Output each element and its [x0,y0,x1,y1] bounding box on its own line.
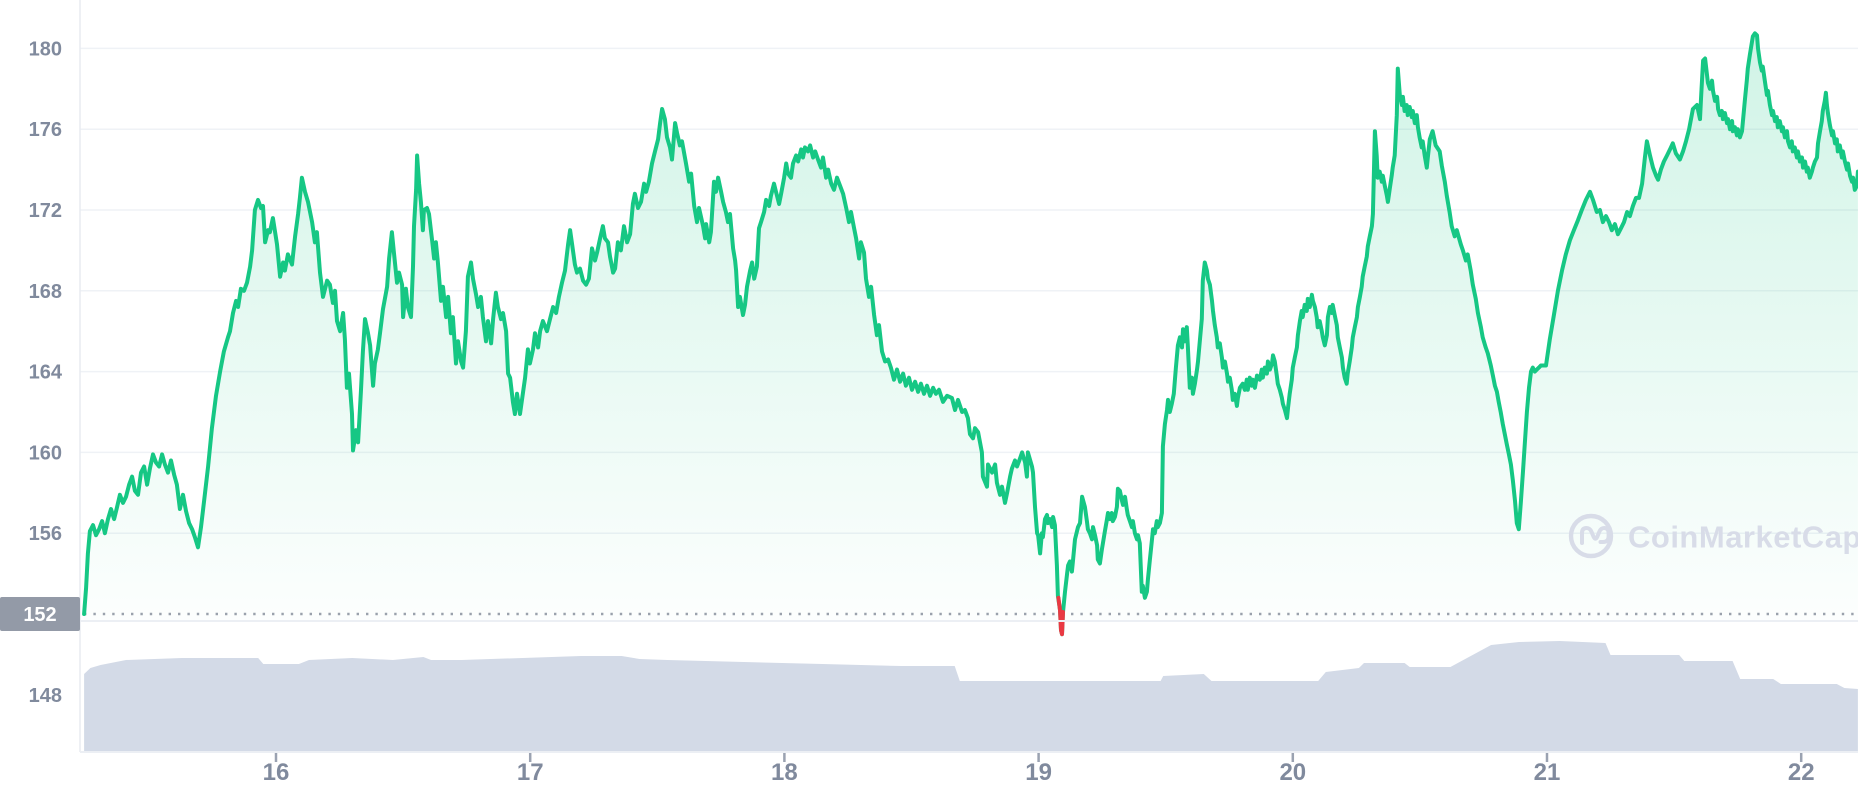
coinmarketcap-watermark: CoinMarketCap [1568,513,1858,559]
price-line-low-segment [1056,595,1065,637]
x-axis-label: 19 [1025,759,1052,786]
x-axis-label: 18 [771,759,798,786]
x-axis-label: 17 [517,759,544,786]
price-line [82,31,1858,637]
y-axis-label: 168 [29,281,62,303]
coinmarketcap-watermark-text: CoinMarketCap [1628,520,1858,555]
y-axis-label: 148 [29,685,62,707]
coinmarketcap-logo-icon [1568,513,1614,559]
x-axis-label: 22 [1788,759,1815,786]
x-axis-label: 20 [1279,759,1306,786]
low-price-badge: 152 [0,597,80,631]
y-axis-label: 172 [29,200,62,222]
price-area-fill [84,33,1858,622]
low-price-badge-label: 152 [23,604,56,626]
low-price-badge-bg [0,597,80,631]
y-axis-label: 176 [29,119,62,141]
y-axis-label: 164 [29,362,63,384]
coinmarketcap-logo-m [1580,526,1611,545]
volume-area [84,641,1858,752]
y-axis-label: 160 [29,442,62,464]
x-axis-label: 21 [1534,759,1561,786]
x-axis-label: 16 [263,759,290,786]
y-axis-label: 156 [29,523,62,545]
x-axis: 16 17 18 19 20 21 22 [263,753,1815,786]
y-axis-label: 180 [29,38,62,60]
y-axis: 180 176 172 168 164 160 156 148 [29,38,63,706]
